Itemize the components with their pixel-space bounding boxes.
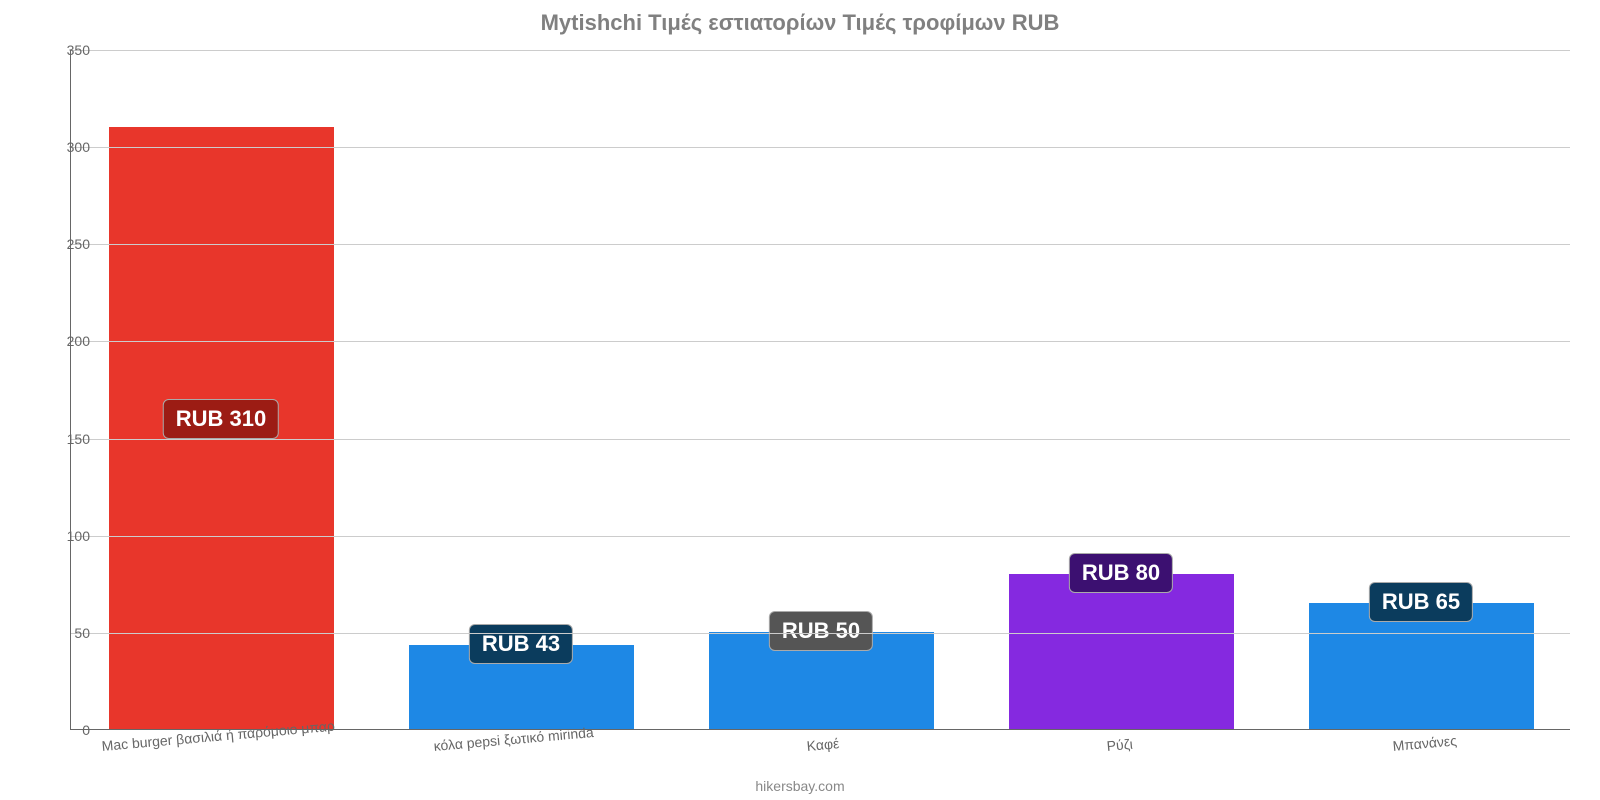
x-axis-label: Καφέ: [806, 735, 840, 754]
y-axis-label: 150: [50, 431, 90, 447]
value-badge: RUB 43: [469, 624, 573, 664]
gridline: [71, 536, 1570, 537]
y-axis-label: 200: [50, 333, 90, 349]
value-badge: RUB 50: [769, 611, 873, 651]
gridline: [71, 633, 1570, 634]
gridline: [71, 147, 1570, 148]
x-axis-label: Μπανάνες: [1392, 732, 1457, 754]
value-badge: RUB 310: [163, 399, 279, 439]
y-axis-label: 250: [50, 236, 90, 252]
gridline: [71, 341, 1570, 342]
value-badge: RUB 65: [1369, 582, 1473, 622]
y-axis-label: 100: [50, 528, 90, 544]
y-axis-label: 300: [50, 139, 90, 155]
chart-container: Mytishchi Τιμές εστιατορίων Τιμές τροφίμ…: [0, 0, 1600, 800]
y-axis-label: 350: [50, 42, 90, 58]
y-axis-label: 0: [50, 722, 90, 738]
chart-footer: hikersbay.com: [0, 778, 1600, 794]
y-axis-label: 50: [50, 625, 90, 641]
gridline: [71, 439, 1570, 440]
plot-area: RUB 310 RUB 43 RUB 50 RUB 80 RUB 65: [70, 50, 1570, 730]
gridline: [71, 50, 1570, 51]
value-badge: RUB 80: [1069, 553, 1173, 593]
bar: [1009, 574, 1234, 729]
gridline: [71, 244, 1570, 245]
bars-layer: RUB 310 RUB 43 RUB 50 RUB 80 RUB 65: [71, 50, 1570, 729]
x-axis-label: Ρύζι: [1106, 736, 1133, 754]
chart-title: Mytishchi Τιμές εστιατορίων Τιμές τροφίμ…: [0, 10, 1600, 36]
